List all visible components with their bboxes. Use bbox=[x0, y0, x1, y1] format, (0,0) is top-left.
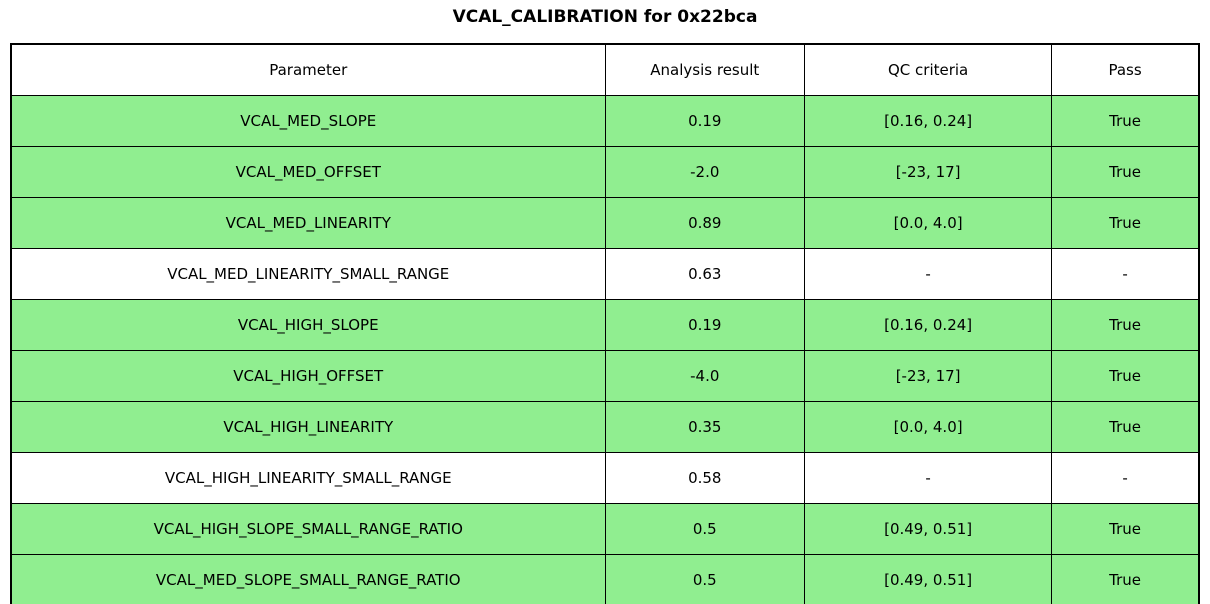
column-header-3: Pass bbox=[1051, 43, 1200, 96]
pass-cell: True bbox=[1051, 95, 1200, 147]
figure-title: VCAL_CALIBRATION for 0x22bca bbox=[452, 7, 758, 27]
criteria-cell: [-23, 17] bbox=[804, 146, 1053, 198]
result-cell: 0.19 bbox=[604, 299, 806, 351]
table-row: VCAL_HIGH_OFFSET -4.0 [-23, 17] True bbox=[10, 350, 1200, 402]
table-row: VCAL_HIGH_SLOPE 0.19 [0.16, 0.24] True bbox=[10, 299, 1200, 351]
column-header-0: Parameter bbox=[10, 43, 606, 96]
pass-cell: True bbox=[1051, 197, 1200, 249]
pass-cell: True bbox=[1051, 299, 1200, 351]
param-cell: VCAL_HIGH_LINEARITY_SMALL_RANGE bbox=[10, 452, 606, 504]
result-cell: 0.5 bbox=[604, 503, 806, 555]
table-row: VCAL_MED_OFFSET -2.0 [-23, 17] True bbox=[10, 146, 1200, 198]
result-cell: 0.5 bbox=[604, 554, 806, 604]
pass-cell: True bbox=[1051, 146, 1200, 198]
param-cell: VCAL_HIGH_LINEARITY bbox=[10, 401, 606, 453]
table-row: VCAL_MED_LINEARITY 0.89 [0.0, 4.0] True bbox=[10, 197, 1200, 249]
header-row: Parameter Analysis result QC criteria Pass bbox=[10, 43, 1200, 96]
param-cell: VCAL_HIGH_SLOPE_SMALL_RANGE_RATIO bbox=[10, 503, 606, 555]
param-cell: VCAL_MED_SLOPE bbox=[10, 95, 606, 147]
param-cell: VCAL_HIGH_OFFSET bbox=[10, 350, 606, 402]
table-row: VCAL_HIGH_SLOPE_SMALL_RANGE_RATIO 0.5 [0.4… bbox=[10, 503, 1200, 555]
criteria-cell: [0.49, 0.51] bbox=[804, 554, 1053, 604]
param-cell: VCAL_MED_OFFSET bbox=[10, 146, 606, 198]
result-cell: 0.58 bbox=[604, 452, 806, 504]
param-cell: VCAL_MED_SLOPE_SMALL_RANGE_RATIO bbox=[10, 554, 606, 604]
pass-cell: True bbox=[1051, 554, 1200, 604]
table-row: VCAL_MED_SLOPE 0.19 [0.16, 0.24] True bbox=[10, 95, 1200, 147]
qc-table: Parameter Analysis result QC criteria Pass … bbox=[10, 43, 1200, 604]
criteria-cell: [0.16, 0.24] bbox=[804, 95, 1053, 147]
criteria-cell: [0.0, 4.0] bbox=[804, 197, 1053, 249]
pass-cell: True bbox=[1051, 401, 1200, 453]
column-header-2: QC criteria bbox=[804, 43, 1053, 96]
param-cell: VCAL_HIGH_SLOPE bbox=[10, 299, 606, 351]
criteria-cell: [0.16, 0.24] bbox=[804, 299, 1053, 351]
criteria-cell: - bbox=[804, 248, 1053, 300]
column-header-1: Analysis result bbox=[604, 43, 806, 96]
criteria-cell: [-23, 17] bbox=[804, 350, 1053, 402]
pass-cell: - bbox=[1051, 452, 1200, 504]
criteria-cell: - bbox=[804, 452, 1053, 504]
table-row: VCAL_HIGH_LINEARITY 0.35 [0.0, 4.0] True bbox=[10, 401, 1200, 453]
pass-cell: True bbox=[1051, 503, 1200, 555]
criteria-cell: [0.0, 4.0] bbox=[804, 401, 1053, 453]
table-row: VCAL_MED_LINEARITY_SMALL_RANGE 0.63- - bbox=[10, 248, 1200, 300]
table-row: VCAL_MED_SLOPE_SMALL_RANGE_RATIO 0.5 [0.49… bbox=[10, 554, 1200, 604]
pass-cell: True bbox=[1051, 350, 1200, 402]
result-cell: -2.0 bbox=[604, 146, 806, 198]
param-cell: VCAL_MED_LINEARITY_SMALL_RANGE bbox=[10, 248, 606, 300]
result-cell: 0.63 bbox=[604, 248, 806, 300]
result-cell: 0.89 bbox=[604, 197, 806, 249]
table-body: VCAL_MED_SLOPE 0.19 [0.16, 0.24] True VCAL_M… bbox=[10, 95, 1200, 604]
result-cell: 0.19 bbox=[604, 95, 806, 147]
result-cell: 0.35 bbox=[604, 401, 806, 453]
result-cell: -4.0 bbox=[604, 350, 806, 402]
criteria-cell: [0.49, 0.51] bbox=[804, 503, 1053, 555]
pass-cell: - bbox=[1051, 248, 1200, 300]
table-row: VCAL_HIGH_LINEARITY_SMALL_RANGE 0.58- - bbox=[10, 452, 1200, 504]
param-cell: VCAL_MED_LINEARITY bbox=[10, 197, 606, 249]
